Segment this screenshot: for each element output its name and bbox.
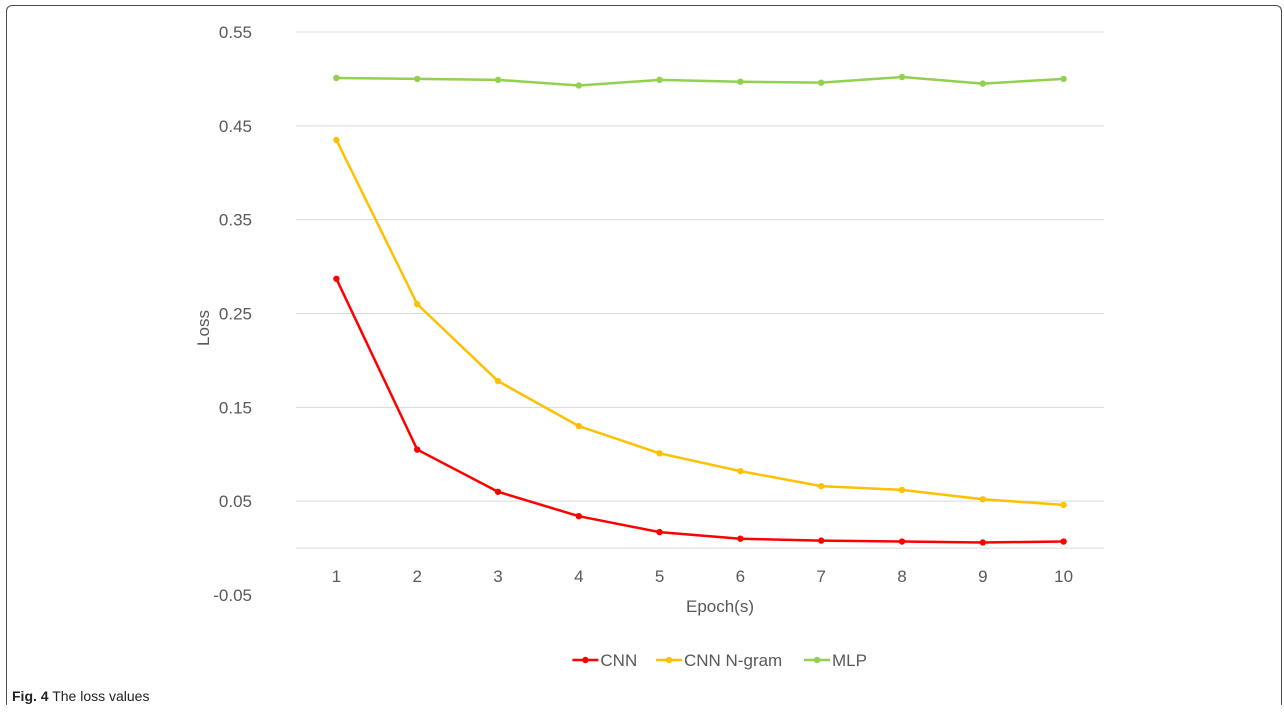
x-tick-label: 4: [574, 567, 583, 586]
x-tick-label: 1: [332, 567, 341, 586]
figure-frame: [6, 5, 1282, 705]
data-point-cnn: [898, 538, 906, 545]
data-point-cnn: [414, 446, 421, 453]
data-point-cnn-n-gram: [575, 422, 582, 430]
y-tick-label: 0.25: [219, 305, 252, 324]
legend-marker: [813, 656, 821, 664]
series-cnn: [333, 275, 1067, 546]
data-point-mlp: [333, 74, 340, 82]
data-point-cnn-n-gram: [979, 496, 986, 503]
data-point-cnn-n-gram: [494, 377, 502, 385]
data-point-mlp: [575, 82, 582, 89]
data-point-mlp: [414, 75, 421, 83]
x-tick-label: 3: [493, 567, 502, 586]
data-point-cnn-n-gram: [656, 450, 663, 457]
x-tick-label: 6: [736, 567, 745, 586]
x-tick-label: 7: [816, 567, 825, 586]
data-point-cnn-n-gram: [1060, 501, 1067, 509]
data-point-cnn: [1060, 538, 1067, 545]
y-axis-title: Loss: [194, 310, 213, 346]
data-point-cnn: [737, 535, 744, 542]
x-tick-label: 10: [1054, 567, 1073, 586]
x-axis-ticks: 1 2 3 4 5 6 7 8 9 10: [332, 567, 1073, 586]
legend-label: MLP: [832, 651, 867, 670]
x-axis-title: Epoch(s): [686, 597, 754, 616]
legend-marker: [582, 656, 589, 664]
data-point-mlp: [494, 76, 502, 84]
y-tick-label: 0.55: [219, 23, 252, 42]
figure-caption-text: The loss values: [52, 688, 150, 704]
figure-caption-label: Fig. 4: [12, 688, 49, 704]
data-point-cnn: [656, 528, 663, 536]
data-point-mlp: [818, 79, 825, 86]
data-point-cnn-n-gram: [818, 482, 825, 490]
legend-item-cnn: CNN: [572, 651, 637, 670]
legend-marker: [665, 656, 673, 664]
data-point-cnn: [818, 537, 825, 544]
data-point-cnn-n-gram: [898, 486, 906, 494]
x-tick-label: 9: [978, 567, 987, 586]
series-line-mlp: [336, 75, 1064, 87]
data-point-cnn: [494, 488, 502, 495]
y-tick-label: 0.35: [219, 211, 252, 230]
series-line-cnn-n-gram: [335, 139, 1064, 507]
data-point-mlp: [1060, 75, 1067, 83]
y-tick-label: 0.15: [219, 398, 252, 417]
series-mlp: [333, 73, 1067, 89]
data-point-cnn: [979, 539, 986, 546]
y-axis-ticks: -0.05 0.05 0.15 0.25 0.35 0.45 0.55: [213, 23, 252, 605]
data-point-cnn-n-gram: [414, 300, 421, 308]
data-point-cnn-n-gram: [737, 467, 744, 475]
legend-item-cnn-n-gram: CNN N-gram: [656, 651, 782, 670]
data-point-mlp: [979, 80, 986, 87]
x-tick-label: 2: [412, 567, 421, 586]
legend-label: CNN N-gram: [684, 651, 782, 670]
x-tick-label: 5: [655, 567, 664, 586]
figure-caption: Fig. 4 The loss values: [12, 688, 149, 704]
series-lines: [333, 73, 1067, 546]
legend: CNN CNN N-gram MLP: [572, 651, 867, 670]
data-point-mlp: [737, 78, 744, 85]
y-tick-label: -0.05: [213, 586, 252, 605]
legend-label: CNN: [600, 651, 637, 670]
legend-item-mlp: MLP: [804, 651, 867, 670]
series-line-cnn: [335, 278, 1064, 544]
x-tick-label: 8: [897, 567, 906, 586]
y-tick-label: 0.05: [219, 492, 252, 511]
y-tick-label: 0.45: [219, 117, 252, 136]
series-cnn-n-gram: [333, 136, 1067, 509]
data-point-cnn-n-gram: [333, 136, 340, 144]
data-point-mlp: [656, 76, 663, 84]
data-point-cnn: [333, 275, 340, 282]
gridlines: [296, 31, 1104, 549]
data-point-mlp: [898, 73, 906, 81]
data-point-cnn: [575, 512, 582, 520]
